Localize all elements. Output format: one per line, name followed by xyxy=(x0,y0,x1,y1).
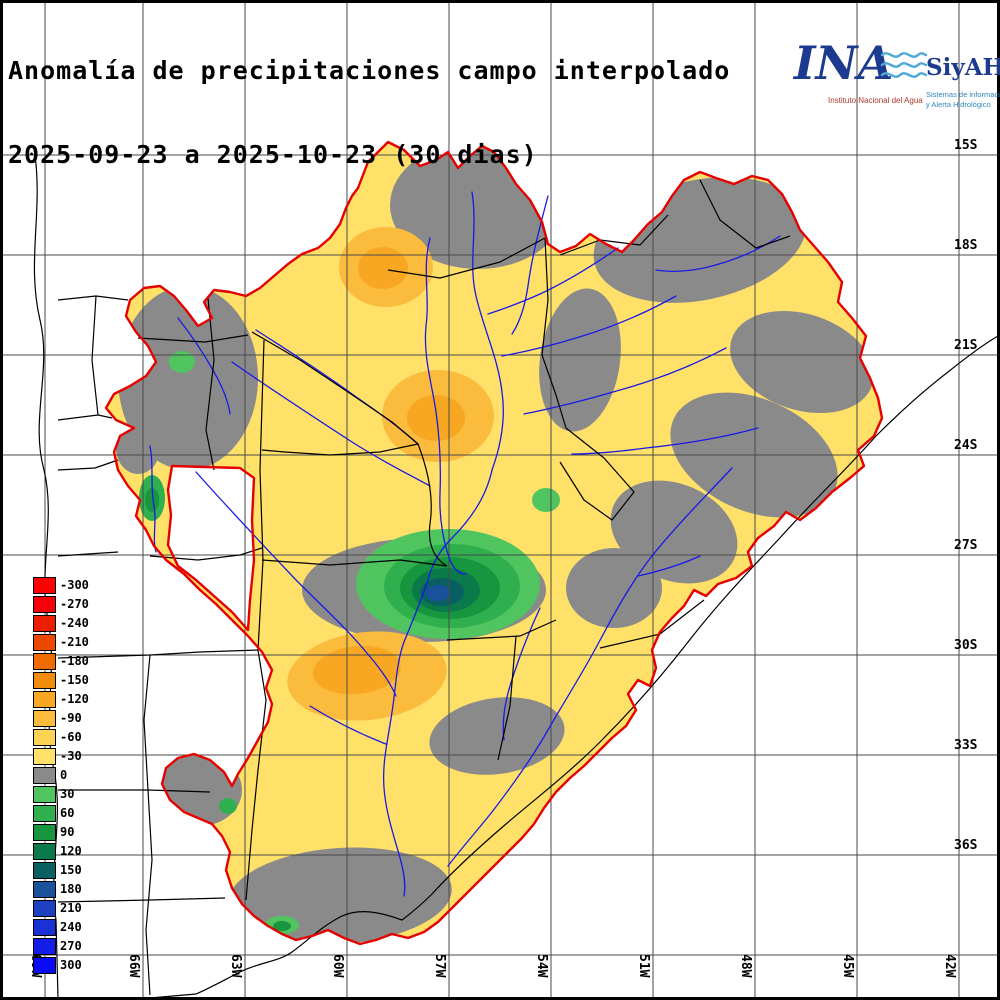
legend-row: 180 xyxy=(33,880,89,899)
legend-swatch xyxy=(33,843,56,860)
legend-value: -180 xyxy=(60,654,89,668)
uruguay-river xyxy=(447,467,733,867)
legend-swatch xyxy=(33,919,56,936)
atlantic-coastline xyxy=(149,435,877,999)
legend-row: -240 xyxy=(33,614,89,633)
legend-row: -150 xyxy=(33,671,89,690)
legend-swatch xyxy=(33,767,56,784)
legend-value: -210 xyxy=(60,635,89,649)
legend-value: 0 xyxy=(60,768,68,782)
legend-swatch xyxy=(33,862,56,879)
legend-value: -300 xyxy=(60,578,89,592)
legend-value: 270 xyxy=(60,939,82,953)
legend-swatch xyxy=(33,615,56,632)
legend-row: 150 xyxy=(33,861,89,880)
legend-swatch xyxy=(33,634,56,651)
legend-row: -30 xyxy=(33,747,89,766)
legend-swatch xyxy=(33,596,56,613)
legend-swatch xyxy=(33,691,56,708)
legend-value: 240 xyxy=(60,920,82,934)
legend-swatch xyxy=(33,805,56,822)
legend-swatch xyxy=(33,957,56,974)
legend-swatch xyxy=(33,900,56,917)
ina-siyah-logo: INA SiyAH Instituto Nacional del Agua Si… xyxy=(788,34,1000,134)
siyah-logo-text: SiyAH xyxy=(926,54,1000,81)
legend-value: 180 xyxy=(60,882,82,896)
legend-swatch xyxy=(33,729,56,746)
legend-swatch xyxy=(33,672,56,689)
legend-row: 90 xyxy=(33,823,89,842)
legend-row: -180 xyxy=(33,652,89,671)
legend-swatch xyxy=(33,938,56,955)
map-title: Anomalía de precipitaciones campo interp… xyxy=(8,1,730,225)
parana-river-lower xyxy=(382,469,493,897)
legend-row: 300 xyxy=(33,956,89,975)
legend-value: 120 xyxy=(60,844,82,858)
legend-swatch xyxy=(33,881,56,898)
legend-value: 60 xyxy=(60,806,75,820)
legend-value: -240 xyxy=(60,616,89,630)
legend-swatch xyxy=(33,824,56,841)
legend-value: 90 xyxy=(60,825,75,839)
legend-value: -150 xyxy=(60,673,89,687)
legend-swatch xyxy=(33,748,56,765)
legend-value: 30 xyxy=(60,787,75,801)
andes-border xyxy=(33,147,59,999)
parana-river-upper xyxy=(471,191,504,471)
legend-row: 210 xyxy=(33,899,89,918)
legend-row: 240 xyxy=(33,918,89,937)
legend-swatch xyxy=(33,710,56,727)
legend-value: 210 xyxy=(60,901,82,915)
legend-row: -210 xyxy=(33,633,89,652)
coastline-northeast xyxy=(875,335,999,437)
paraguay-river xyxy=(424,237,467,575)
legend-value: 150 xyxy=(60,863,82,877)
legend-value: -90 xyxy=(60,711,82,725)
legend-swatch xyxy=(33,653,56,670)
legend-row: -300 xyxy=(33,576,89,595)
water-waves-icon xyxy=(880,52,928,78)
ina-logo-text: INA xyxy=(794,36,894,90)
legend-swatch xyxy=(33,786,56,803)
basin-outline xyxy=(104,140,884,946)
legend-value: -60 xyxy=(60,730,82,744)
legend-swatch xyxy=(33,577,56,594)
legend-value: -120 xyxy=(60,692,89,706)
salado-river xyxy=(195,471,397,697)
legend-value: 300 xyxy=(60,958,82,972)
fill-green-patches xyxy=(139,351,560,934)
rivers xyxy=(149,191,781,897)
legend-value: -270 xyxy=(60,597,89,611)
logo-tagline-line1: Sistemas de información xyxy=(926,90,1000,99)
legend-row: 0 xyxy=(33,766,89,785)
admin-borders xyxy=(33,147,999,999)
logo-institute-name: Instituto Nacional del Agua xyxy=(828,96,923,105)
precip-anomaly-fill xyxy=(106,142,882,944)
legend-row: 60 xyxy=(33,804,89,823)
map-title-line2: 2025-09-23 a 2025-10-23 (30 dias) xyxy=(8,140,538,169)
legend-row: 270 xyxy=(33,937,89,956)
legend-row: 120 xyxy=(33,842,89,861)
legend-row: -90 xyxy=(33,709,89,728)
iguazu-river xyxy=(571,427,759,455)
color-scale-legend: -300 -270 -240 -210 -180 -150 -120 -90 -60 -30 0 30… xyxy=(33,576,89,975)
logo-tagline-line2: y Alerta Hidrológico xyxy=(926,100,991,109)
legend-row: -120 xyxy=(33,690,89,709)
map-title-line1: Anomalía de precipitaciones campo interp… xyxy=(8,56,731,85)
legend-row: -270 xyxy=(33,595,89,614)
fill-orange-patches xyxy=(287,227,494,721)
legend-value: -30 xyxy=(60,749,82,763)
grid-lines xyxy=(3,3,997,997)
legend-row: -60 xyxy=(33,728,89,747)
legend-row: 30 xyxy=(33,785,89,804)
